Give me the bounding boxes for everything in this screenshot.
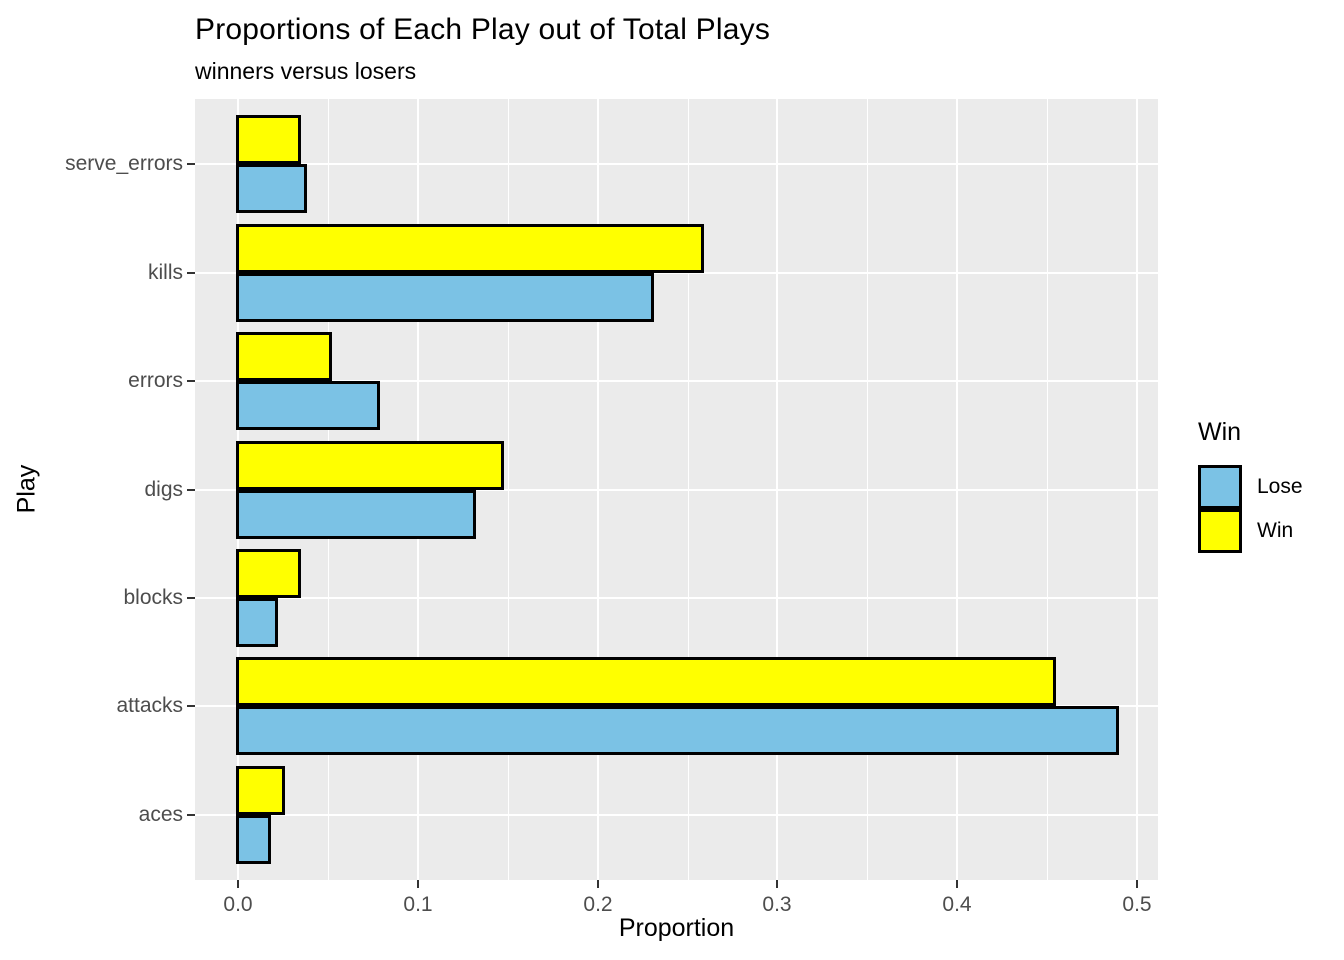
bar-win-serve_errors	[236, 115, 301, 164]
y-tick-mark	[187, 814, 195, 816]
bar-lose-blocks	[236, 598, 278, 647]
x-tick-mark	[956, 880, 958, 888]
bar-win-attacks	[236, 657, 1056, 706]
legend-title: Win	[1198, 418, 1242, 446]
y-tick-label-blocks: blocks	[123, 586, 183, 609]
legend-swatch-lose	[1198, 465, 1242, 509]
y-tick-label-attacks: attacks	[116, 694, 183, 717]
bar-win-blocks	[236, 549, 301, 598]
y-tick-mark	[187, 705, 195, 707]
legend-items: Lose Win	[1198, 465, 1303, 553]
bar-lose-digs	[236, 490, 476, 539]
x-tick-label-0.0: 0.0	[223, 893, 253, 916]
bar-lose-attacks	[236, 706, 1119, 755]
y-tick-label-serve_errors: serve_errors	[65, 152, 183, 175]
x-tick-label-0.4: 0.4	[942, 893, 972, 916]
x-tick-mark	[776, 880, 778, 888]
x-tick-label-0.2: 0.2	[583, 893, 613, 916]
x-axis-title: Proportion	[618, 914, 735, 942]
x-tick-mark	[417, 880, 419, 888]
bar-lose-errors	[236, 381, 380, 430]
y-tick-label-errors: errors	[128, 369, 183, 392]
y-tick-mark	[187, 272, 195, 274]
x-tick-label-0.3: 0.3	[762, 893, 792, 916]
y-tick-mark	[187, 163, 195, 165]
chart-subtitle: winners versus losers	[195, 58, 417, 84]
legend-swatch-win	[1198, 509, 1242, 553]
legend-item-win: Win	[1198, 509, 1303, 553]
y-tick-mark	[187, 380, 195, 382]
category-gridline	[195, 380, 1158, 382]
y-tick-mark	[187, 597, 195, 599]
legend-item-lose: Lose	[1198, 465, 1303, 509]
bar-lose-kills	[236, 273, 654, 322]
bar-lose-aces	[236, 815, 271, 864]
bar-win-aces	[236, 766, 285, 815]
category-gridline	[195, 163, 1158, 165]
x-tick-label-0.1: 0.1	[403, 893, 433, 916]
plot-panel	[195, 99, 1158, 880]
chart-title: Proportions of Each Play out of Total Pl…	[195, 13, 771, 46]
y-tick-label-digs: digs	[144, 478, 183, 501]
y-tick-label-kills: kills	[148, 261, 183, 284]
x-tick-mark	[237, 880, 239, 888]
bar-win-digs	[236, 441, 504, 490]
y-tick-mark	[187, 489, 195, 491]
bar-lose-serve_errors	[236, 164, 307, 213]
y-tick-label-aces: aces	[138, 803, 183, 826]
x-tick-mark	[597, 880, 599, 888]
bar-win-errors	[236, 332, 332, 381]
category-gridline	[195, 272, 1158, 274]
legend-label-lose: Lose	[1257, 475, 1303, 498]
bar-win-kills	[236, 224, 704, 273]
legend: Win Lose Win	[1198, 418, 1303, 553]
x-tick-label-0.5: 0.5	[1122, 893, 1152, 916]
category-gridline	[195, 489, 1158, 491]
x-tick-mark	[1136, 880, 1138, 888]
category-gridline	[195, 814, 1158, 816]
category-gridline	[195, 597, 1158, 599]
legend-label-win: Win	[1257, 519, 1294, 542]
